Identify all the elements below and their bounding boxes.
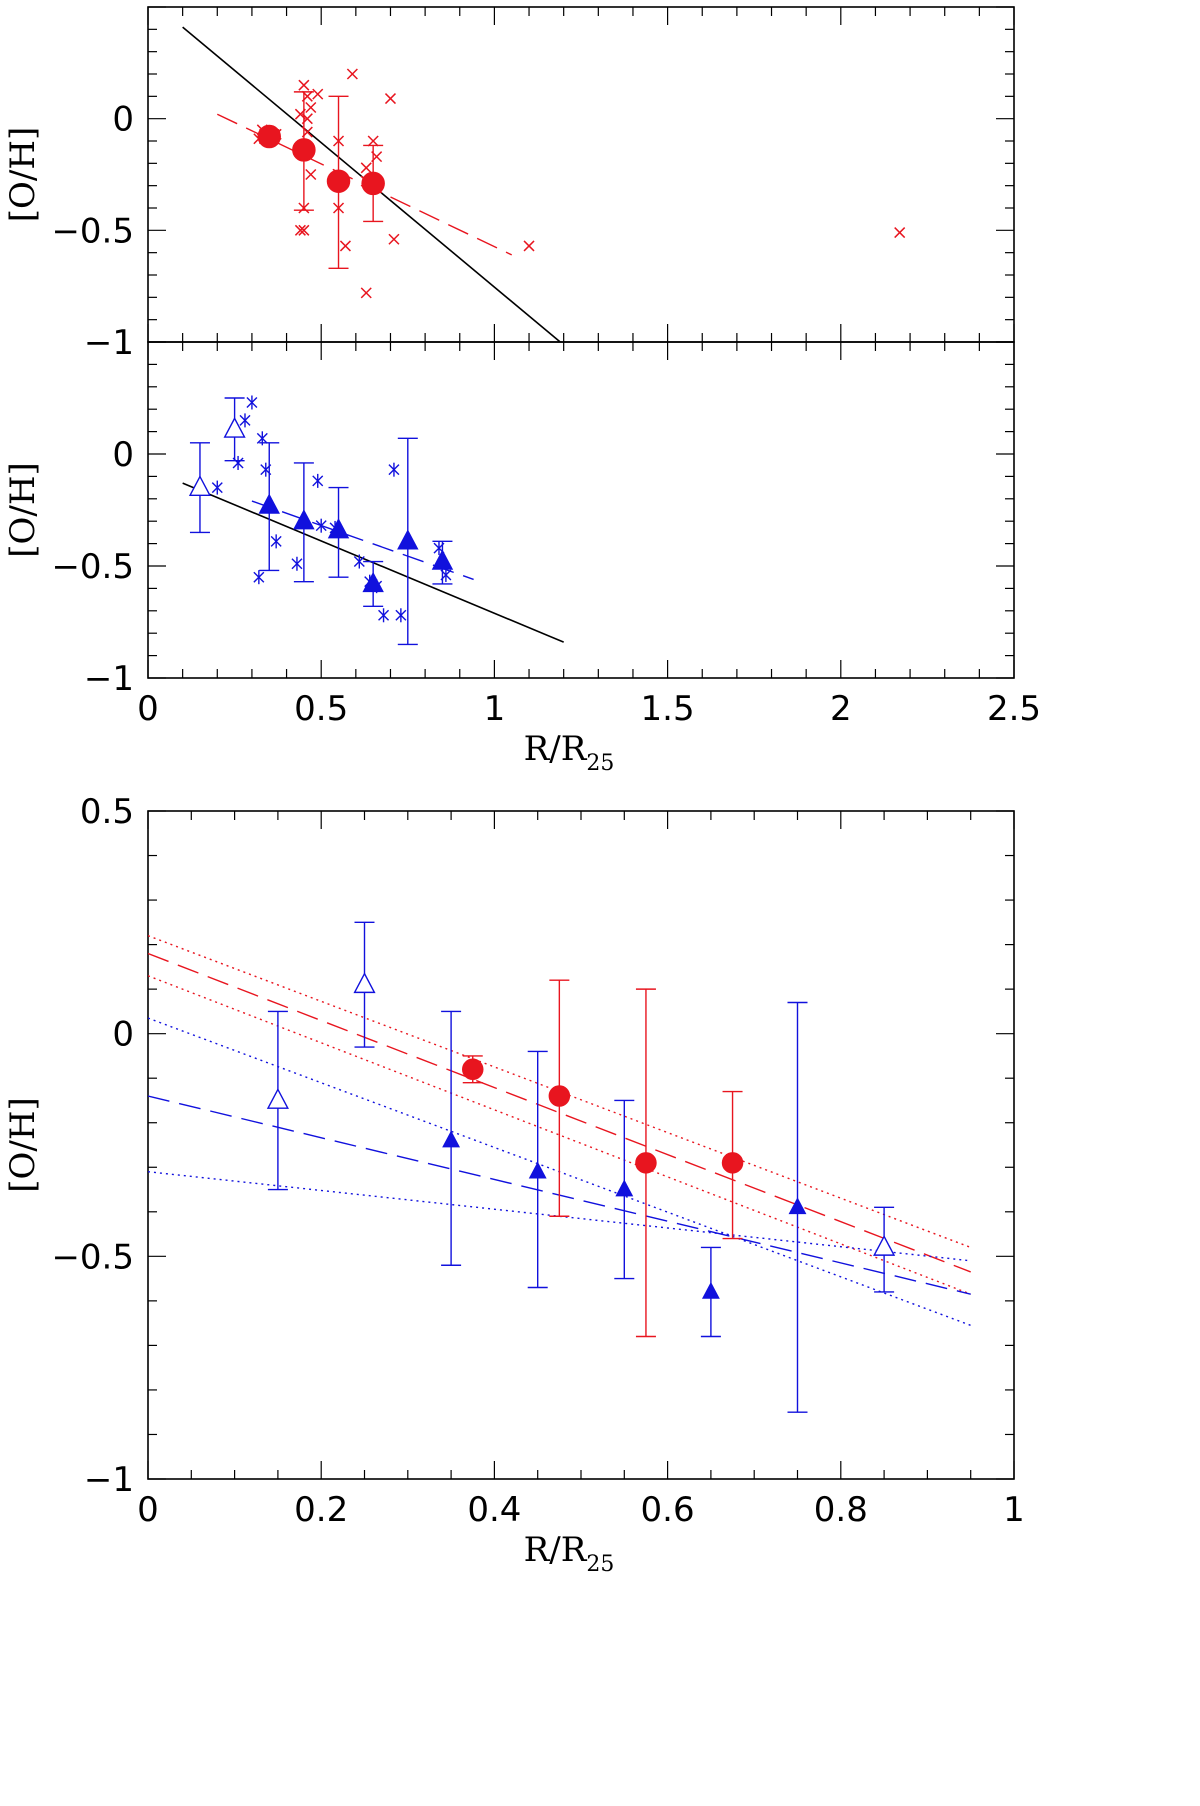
- filled-triangle-marker: [615, 1179, 634, 1197]
- filled-triangle-marker: [293, 509, 315, 530]
- x-tick-label: 0: [137, 1490, 159, 1530]
- open-triangle-marker: [188, 475, 212, 496]
- filled-circle-marker: [361, 171, 385, 196]
- open-triangle-marker: [223, 416, 246, 438]
- cross-marker: [298, 224, 310, 236]
- x-tick-label: 0: [137, 689, 159, 729]
- cross-marker: [305, 101, 317, 114]
- filled-triangle-marker: [528, 1161, 547, 1179]
- asterisk-marker: [253, 570, 265, 585]
- cross-marker: [305, 168, 317, 181]
- x-tick-label: 1: [1003, 1490, 1025, 1530]
- x-axis-label-main: R/R: [524, 729, 588, 769]
- asterisk-marker: [239, 413, 251, 428]
- x-tick-label: 0.5: [294, 689, 348, 729]
- filled-triangle-marker: [258, 493, 280, 514]
- y-axis-label: [O/H]: [3, 462, 43, 558]
- filled-triangle-marker: [442, 1130, 461, 1148]
- plot-frame: [147, 6, 1015, 343]
- x-tick-label: 1: [484, 689, 506, 729]
- filled-circle-marker: [257, 124, 281, 149]
- y-axis-label: [O/H]: [3, 1097, 43, 1193]
- cross-marker: [384, 93, 397, 105]
- y-tick-label: 0: [112, 100, 134, 140]
- plot-frame: [147, 341, 1015, 679]
- filled-circle-marker: [292, 138, 316, 162]
- data-points: [253, 68, 906, 299]
- filled-circle-marker: [462, 1058, 484, 1081]
- x-tick-label: 0.6: [641, 1490, 695, 1530]
- open-triangle-marker: [266, 1087, 289, 1109]
- y-tick-label: 0: [112, 1015, 134, 1055]
- asterisk-marker: [291, 556, 303, 571]
- asterisk-marker: [395, 608, 407, 623]
- middle-panel: 0−0.5−10 0.5 1 1.5 2 2.5R/R25[O/H]: [3, 341, 1041, 776]
- cross-marker: [294, 224, 306, 236]
- data-points: [188, 395, 454, 646]
- filled-circle-marker: [326, 169, 351, 193]
- x-tick-label: 0.2: [294, 1490, 348, 1530]
- y-tick-label: −0.5: [51, 1237, 134, 1277]
- x-axis-label: R/R25: [524, 729, 615, 776]
- filled-triangle-marker: [788, 1197, 807, 1215]
- y-tick-label: −1: [84, 323, 134, 363]
- x-tick-label: 2: [830, 689, 852, 729]
- y-tick-label: −1: [84, 1460, 134, 1500]
- filled-triangle-marker: [327, 518, 350, 539]
- cross-marker: [360, 162, 372, 174]
- cross-marker: [312, 88, 324, 100]
- x-tick-label: 2.5: [987, 689, 1041, 729]
- asterisk-marker: [378, 608, 390, 623]
- asterisk-marker: [315, 518, 327, 533]
- cross-marker: [523, 240, 535, 252]
- cross-marker: [339, 240, 351, 252]
- filled-triangle-marker: [701, 1281, 720, 1299]
- asterisk-marker: [312, 473, 324, 488]
- asterisk-marker: [270, 534, 282, 549]
- y-tick-label: −0.5: [51, 211, 134, 251]
- filled-triangle-marker: [362, 571, 384, 593]
- open-triangle-marker: [353, 972, 376, 994]
- open-triangle-marker: [873, 1234, 896, 1256]
- y-axis-label: [O/H]: [3, 127, 43, 223]
- cross-marker: [388, 233, 400, 245]
- asterisk-marker: [246, 395, 258, 410]
- cross-marker: [894, 227, 906, 239]
- y-tick-label: −0.5: [51, 547, 134, 587]
- x-tick-label: 1.5: [641, 689, 695, 729]
- x-tick-label: 0.4: [467, 1490, 521, 1530]
- y-tick-label: −1: [84, 659, 134, 699]
- asterisk-marker: [388, 462, 400, 477]
- filled-circle-marker: [721, 1152, 744, 1174]
- x-tick-label: 0.8: [814, 1490, 868, 1530]
- filled-circle-marker: [548, 1085, 571, 1107]
- cross-marker: [367, 135, 379, 147]
- cross-marker: [346, 68, 358, 80]
- filled-triangle-marker: [397, 529, 419, 550]
- data-points: [266, 921, 896, 1413]
- y-tick-label: 0: [112, 435, 134, 475]
- x-axis-label-subscript: 25: [586, 1552, 614, 1577]
- bottom-panel: 0.50−0.5−10 0.2 0.4 0.6 0.8 1R/R25[O/H]: [3, 792, 1025, 1577]
- x-axis-label-subscript: 25: [586, 751, 614, 776]
- asterisk-marker: [353, 554, 365, 569]
- x-axis-label-main: R/R: [524, 1530, 588, 1570]
- filled-circle-marker: [635, 1152, 657, 1174]
- top-panel: 0 −0.5 −1 [O/H]: [3, 6, 1015, 363]
- asterisk-marker: [211, 480, 223, 495]
- cross-marker: [298, 79, 310, 91]
- red-dashed-fit-line: [148, 952, 971, 1273]
- filled-triangle-marker: [431, 549, 454, 570]
- y-tick-label: 0.5: [80, 792, 134, 832]
- cross-marker: [360, 287, 372, 299]
- x-axis-label: R/R25: [524, 1530, 615, 1577]
